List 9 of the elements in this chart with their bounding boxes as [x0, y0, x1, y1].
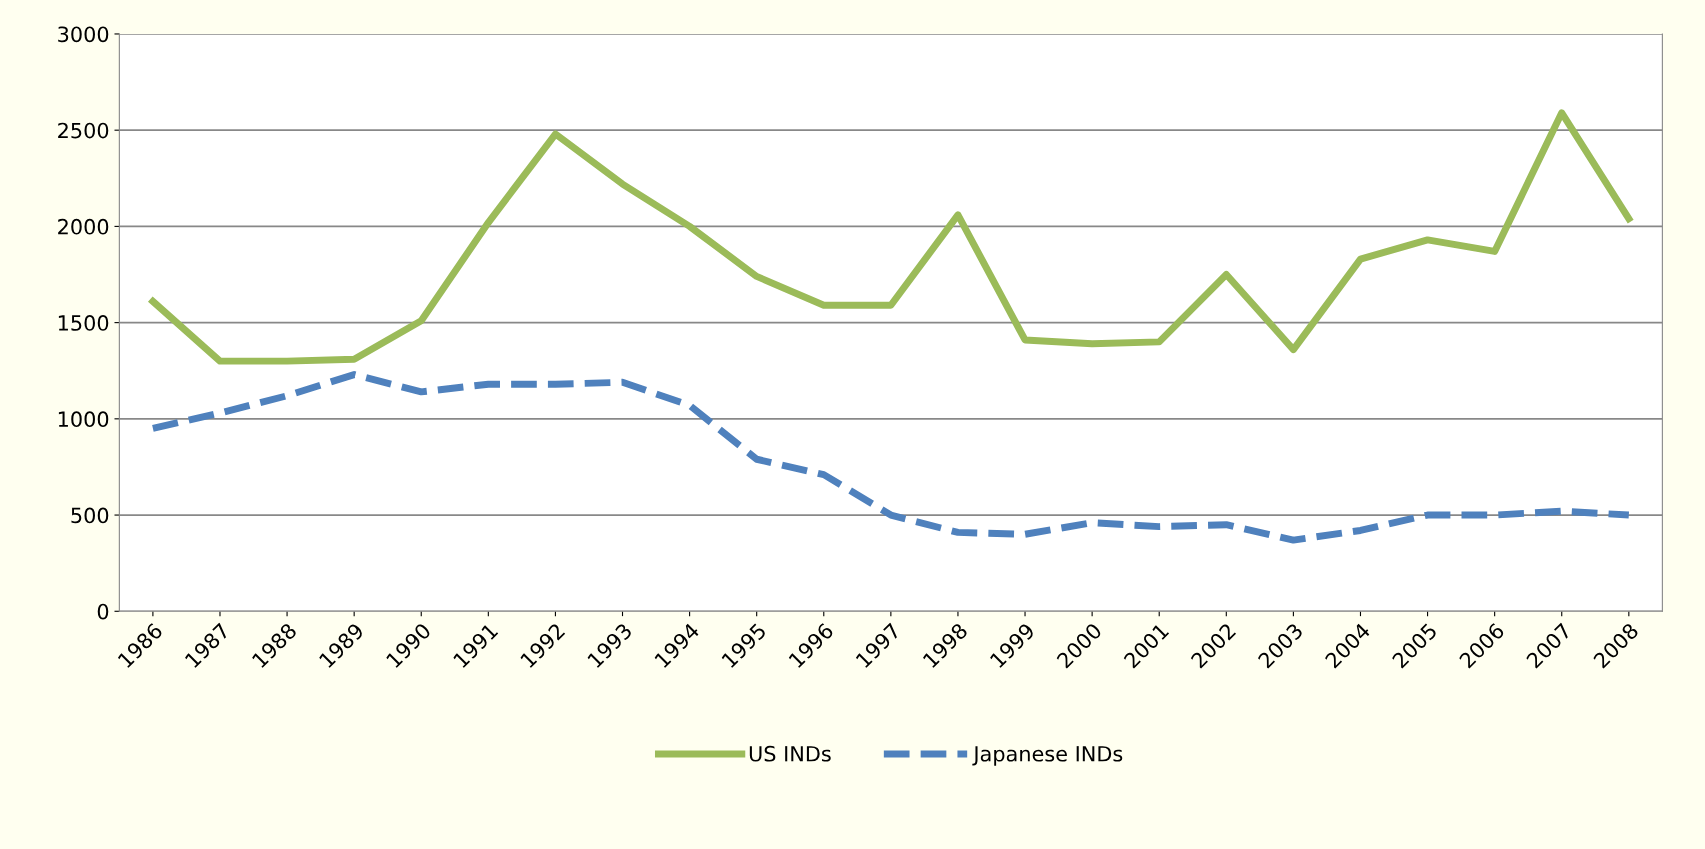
- y-tick-label: 2500: [58, 122, 109, 139]
- y-tick-label: 0: [97, 603, 109, 620]
- y-tick-label: 1500: [58, 315, 109, 331]
- y-tick-label: 3000: [58, 26, 109, 43]
- legend-label: Japanese INDs: [972, 746, 1123, 766]
- y-tick-label: 500: [71, 507, 109, 524]
- y-tick-label: 2000: [58, 218, 109, 235]
- legend-label: US INDs: [749, 745, 831, 762]
- y-tick-label: 1000: [58, 411, 109, 428]
